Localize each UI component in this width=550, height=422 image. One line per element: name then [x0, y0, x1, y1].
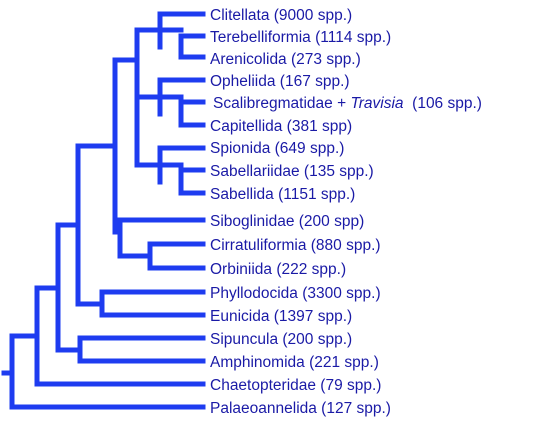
- tip-label-chaetopteridae: Chaetopteridae (79 spp.): [210, 377, 381, 394]
- tree-branches: [1, 11, 206, 410]
- tip-label-siboglinidae: Siboglinidae (200 spp): [210, 213, 364, 230]
- tip-label-amphinomida: Amphinomida (221 spp.): [210, 354, 379, 371]
- tip-label-sabellida: Sabellida (1151 spp.): [210, 186, 355, 203]
- tip-label-eunicida: Eunicida (1397 spp.): [210, 308, 352, 325]
- tip-label-sabellariidae: Sabellariidae (135 spp.): [210, 163, 374, 180]
- tip-label-phyllodocida: Phyllodocida (3300 spp.): [210, 285, 381, 302]
- tip-label-clitellata: Clitellata (9000 spp.): [210, 7, 352, 24]
- tip-label-scalibregmatidae: Scalibregmatidae + Travisia (106 spp.): [213, 95, 482, 112]
- tip-label-cirratuliformia: Cirratuliformia (880 spp.): [210, 237, 381, 254]
- scalibregmatidae-suffix: (106 spp.): [404, 95, 482, 112]
- tip-label-palaeoannelida: Palaeoannelida (127 spp.): [210, 400, 391, 417]
- tip-labels: Clitellata (9000 spp.) Terebelliformia (…: [210, 7, 482, 417]
- tip-label-spionida: Spionida (649 spp.): [210, 140, 344, 157]
- tip-label-arenicolida: Arenicolida (273 spp.): [210, 51, 361, 68]
- tip-label-opheliida: Opheliida (167 spp.): [210, 73, 350, 90]
- tip-label-terebelliformia: Terebelliformia (1114 spp.): [210, 29, 391, 46]
- tip-label-capitellida: Capitellida (381 spp): [210, 118, 352, 135]
- travisia-italic: Travisia: [350, 95, 403, 112]
- tip-label-sipuncula: Sipuncula (200 spp.): [210, 331, 352, 348]
- scalibregmatidae-prefix: Scalibregmatidae +: [213, 95, 350, 112]
- tip-label-orbiniida: Orbiniida (222 spp.): [210, 261, 346, 278]
